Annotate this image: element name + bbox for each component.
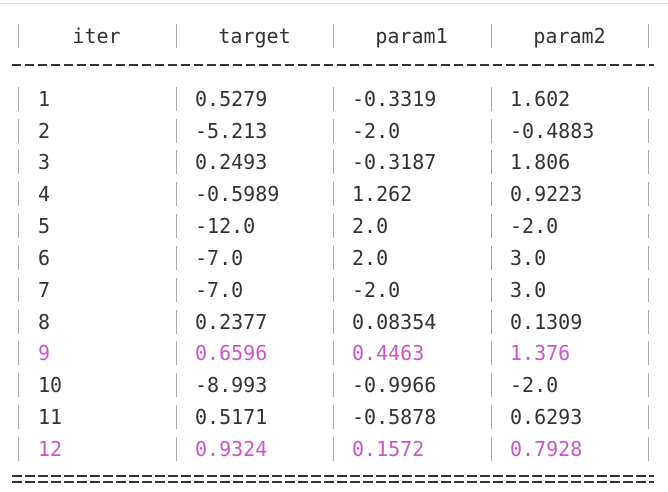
table-row: 7 -7.0 -2.0 3.0: [0, 276, 668, 304]
cell: 2.0: [352, 246, 389, 270]
cell: 1.806: [510, 150, 571, 174]
cell: -0.3319: [352, 87, 437, 111]
cell: 0.2377: [195, 310, 268, 334]
cell: 3.0: [510, 246, 547, 270]
header-cell: param2: [533, 24, 606, 48]
cell: -2.0: [510, 373, 559, 397]
table-row: 8 0.2377 0.08354 0.1309: [0, 308, 668, 336]
cell: -2.0: [352, 278, 401, 302]
separator: [12, 64, 654, 66]
cell: -0.9966: [352, 373, 437, 397]
cell: 0.1309: [510, 310, 583, 334]
cell: 8: [38, 310, 51, 334]
table-row: 5 -12.0 2.0 -2.0: [0, 212, 668, 240]
table-row: 3 0.2493 -0.3187 1.806: [0, 148, 668, 176]
table-row: 12 0.9324 0.1572 0.7928: [0, 435, 668, 463]
cell: -0.3187: [352, 150, 437, 174]
cell: 0.1572: [352, 437, 425, 461]
separator: [12, 481, 654, 483]
header-cell: target: [218, 24, 291, 48]
cell: 2: [38, 119, 51, 143]
cell: 0.9223: [510, 182, 583, 206]
cell: 0.6596: [195, 341, 268, 365]
cell: -0.5989: [195, 182, 280, 206]
cell: 5: [38, 214, 51, 238]
cell: 9: [38, 341, 51, 365]
table-row: 6 -7.0 2.0 3.0: [0, 244, 668, 272]
table-row: 2 -5.213 -2.0 -0.4883: [0, 117, 668, 145]
cell: -5.213: [195, 119, 268, 143]
cell: -12.0: [195, 214, 256, 238]
cell: -7.0: [195, 246, 244, 270]
cell: 12: [38, 437, 63, 461]
table-row: 4 -0.5989 1.262 0.9223: [0, 180, 668, 208]
cell: 1.602: [510, 87, 571, 111]
cell: 3: [38, 150, 51, 174]
cell: 1.262: [352, 182, 413, 206]
cell: 0.6293: [510, 405, 583, 429]
cell: 0.4463: [352, 341, 425, 365]
cell: 0.5171: [195, 405, 268, 429]
cell: -0.5878: [352, 405, 437, 429]
header-cell: param1: [375, 24, 448, 48]
header-cell: iter: [72, 24, 121, 48]
header-row: iter target param1 param2: [0, 22, 668, 50]
separator: [12, 475, 654, 477]
cell: -7.0: [195, 278, 244, 302]
cell: 10: [38, 373, 63, 397]
cell: 0.7928: [510, 437, 583, 461]
cell: 1.376: [510, 341, 571, 365]
cell: 0.5279: [195, 87, 268, 111]
cell: -2.0: [510, 214, 559, 238]
table-row: 11 0.5171 -0.5878 0.6293: [0, 403, 668, 431]
cell: 0.2493: [195, 150, 268, 174]
cell: 6: [38, 246, 51, 270]
cell: 7: [38, 278, 51, 302]
cell: -2.0: [352, 119, 401, 143]
cell: 1: [38, 87, 51, 111]
cell: -0.4883: [510, 119, 595, 143]
table-row: 9 0.6596 0.4463 1.376: [0, 339, 668, 367]
cell: 4: [38, 182, 51, 206]
table-row: 10 -8.993 -0.9966 -2.0: [0, 371, 668, 399]
cell: 2.0: [352, 214, 389, 238]
table-row: 1 0.5279 -0.3319 1.602: [0, 85, 668, 113]
cell: 0.9324: [195, 437, 268, 461]
cell: 3.0: [510, 278, 547, 302]
cell: 11: [38, 405, 63, 429]
cell: 0.08354: [352, 310, 437, 334]
border: [0, 3, 668, 4]
cell: -8.993: [195, 373, 268, 397]
